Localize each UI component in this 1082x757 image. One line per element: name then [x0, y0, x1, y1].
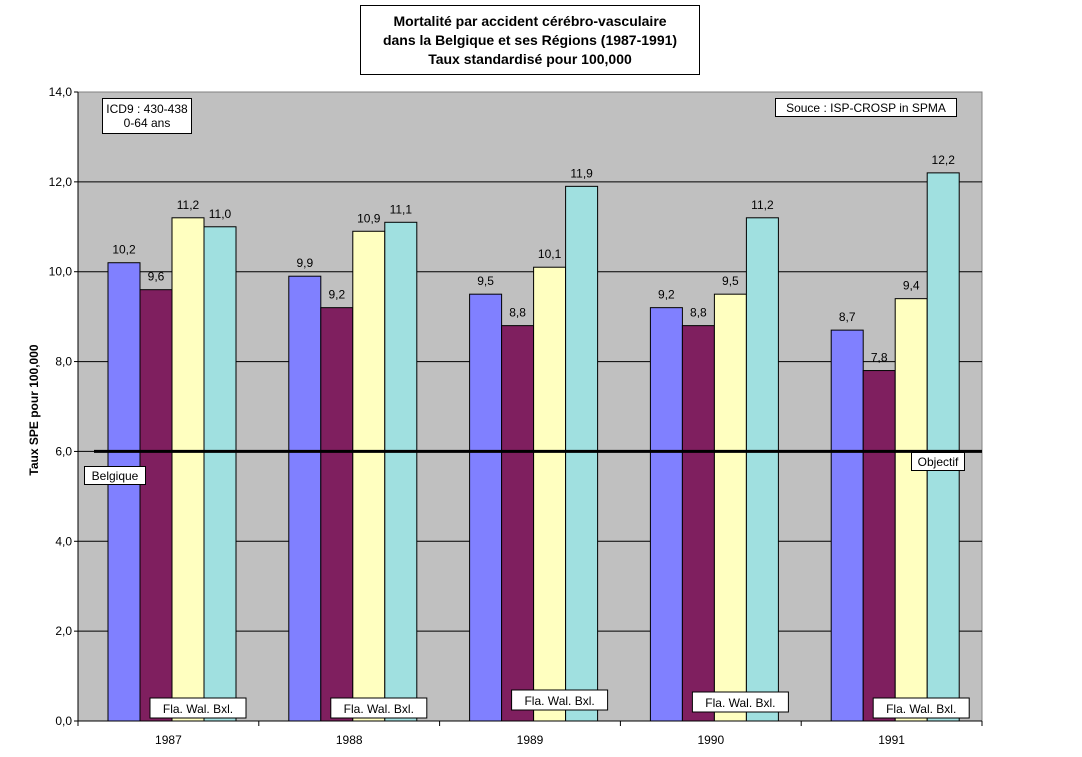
group-label: Fla. Wal. Bxl. — [705, 696, 775, 710]
bar — [894, 298, 928, 722]
y-tick-label: 6,0 — [55, 444, 72, 458]
y-tick-label: 10,0 — [49, 265, 73, 279]
data-label: 11,1 — [390, 202, 413, 216]
group-label-box — [691, 691, 789, 713]
data-label: 9,5 — [722, 274, 739, 288]
group-label-box — [511, 689, 609, 711]
data-label: 11,0 — [209, 207, 232, 221]
data-label: 10,2 — [112, 243, 136, 257]
data-label: 8,8 — [509, 306, 526, 320]
age-range-text: 0-64 ans — [123, 116, 171, 130]
x-tick-label: 1987 — [155, 733, 182, 747]
data-label: 7,8 — [871, 351, 888, 365]
group-label: Fla. Wal. Bxl. — [163, 702, 233, 716]
x-tick-label: 1989 — [517, 733, 544, 747]
bar — [469, 293, 503, 722]
bar — [384, 221, 418, 722]
data-label: 9,9 — [296, 256, 313, 270]
chart-title-line-2: dans la Belgique et ses Régions (1987-19… — [382, 32, 678, 48]
bar — [830, 329, 864, 722]
bar — [649, 307, 683, 722]
chart-title-line-1: Mortalité par accident cérébro-vasculair… — [393, 13, 667, 29]
group-label: Fla. Wal. Bxl. — [344, 702, 414, 716]
icd-annotation: ICD9 : 430-438 0-64 ans — [102, 98, 192, 134]
data-label: 9,4 — [903, 279, 920, 293]
bar — [533, 266, 567, 722]
group-label: Fla. Wal. Bxl. — [886, 702, 956, 716]
bar — [681, 325, 715, 722]
data-label: 8,7 — [839, 310, 856, 324]
bar — [288, 275, 322, 722]
bar — [565, 185, 599, 722]
group-label-box — [149, 697, 247, 719]
bar — [501, 325, 535, 722]
bar — [203, 226, 237, 722]
belgique-label: Belgique — [84, 466, 146, 485]
source-annotation: Souce : ISP-CROSP in SPMA — [775, 98, 957, 117]
x-tick-label: 1991 — [878, 733, 905, 747]
bar — [713, 293, 747, 722]
y-tick-label: 12,0 — [49, 175, 73, 189]
group-label-box — [872, 697, 970, 719]
y-tick-label: 0,0 — [55, 714, 72, 728]
chart-title-line-3: Taux standardisé pour 100,000 — [428, 51, 632, 67]
bar — [926, 172, 960, 722]
bar — [352, 230, 386, 722]
bar — [862, 370, 896, 722]
y-tick-label: 4,0 — [55, 534, 72, 548]
bar — [171, 217, 205, 722]
chart-title: Mortalité par accident cérébro-vasculair… — [360, 5, 700, 75]
x-tick-label: 1990 — [697, 733, 724, 747]
y-tick-label: 2,0 — [55, 624, 72, 638]
y-tick-label: 14,0 — [49, 85, 73, 99]
bar — [107, 262, 141, 722]
y-tick-label: 8,0 — [55, 355, 72, 369]
data-label: 10,1 — [538, 247, 562, 261]
group-label: Fla. Wal. Bxl. — [524, 694, 594, 708]
data-label: 10,9 — [357, 211, 381, 225]
icd-code-text: ICD9 : 430-438 — [106, 102, 188, 116]
data-label: 9,2 — [328, 288, 345, 302]
bar — [745, 217, 779, 722]
bar — [139, 289, 173, 722]
x-tick-label: 1988 — [336, 733, 363, 747]
data-label: 9,6 — [148, 270, 165, 284]
data-label: 9,2 — [658, 288, 675, 302]
data-label: 8,8 — [690, 306, 707, 320]
data-label: 11,2 — [177, 198, 200, 212]
data-label: 11,2 — [751, 198, 774, 212]
objectif-label: Objectif — [911, 452, 965, 471]
data-label: 11,9 — [570, 166, 593, 180]
data-label: 12,2 — [932, 153, 956, 167]
bar — [320, 307, 354, 722]
group-label-box — [330, 697, 428, 719]
data-label: 9,5 — [477, 274, 494, 288]
